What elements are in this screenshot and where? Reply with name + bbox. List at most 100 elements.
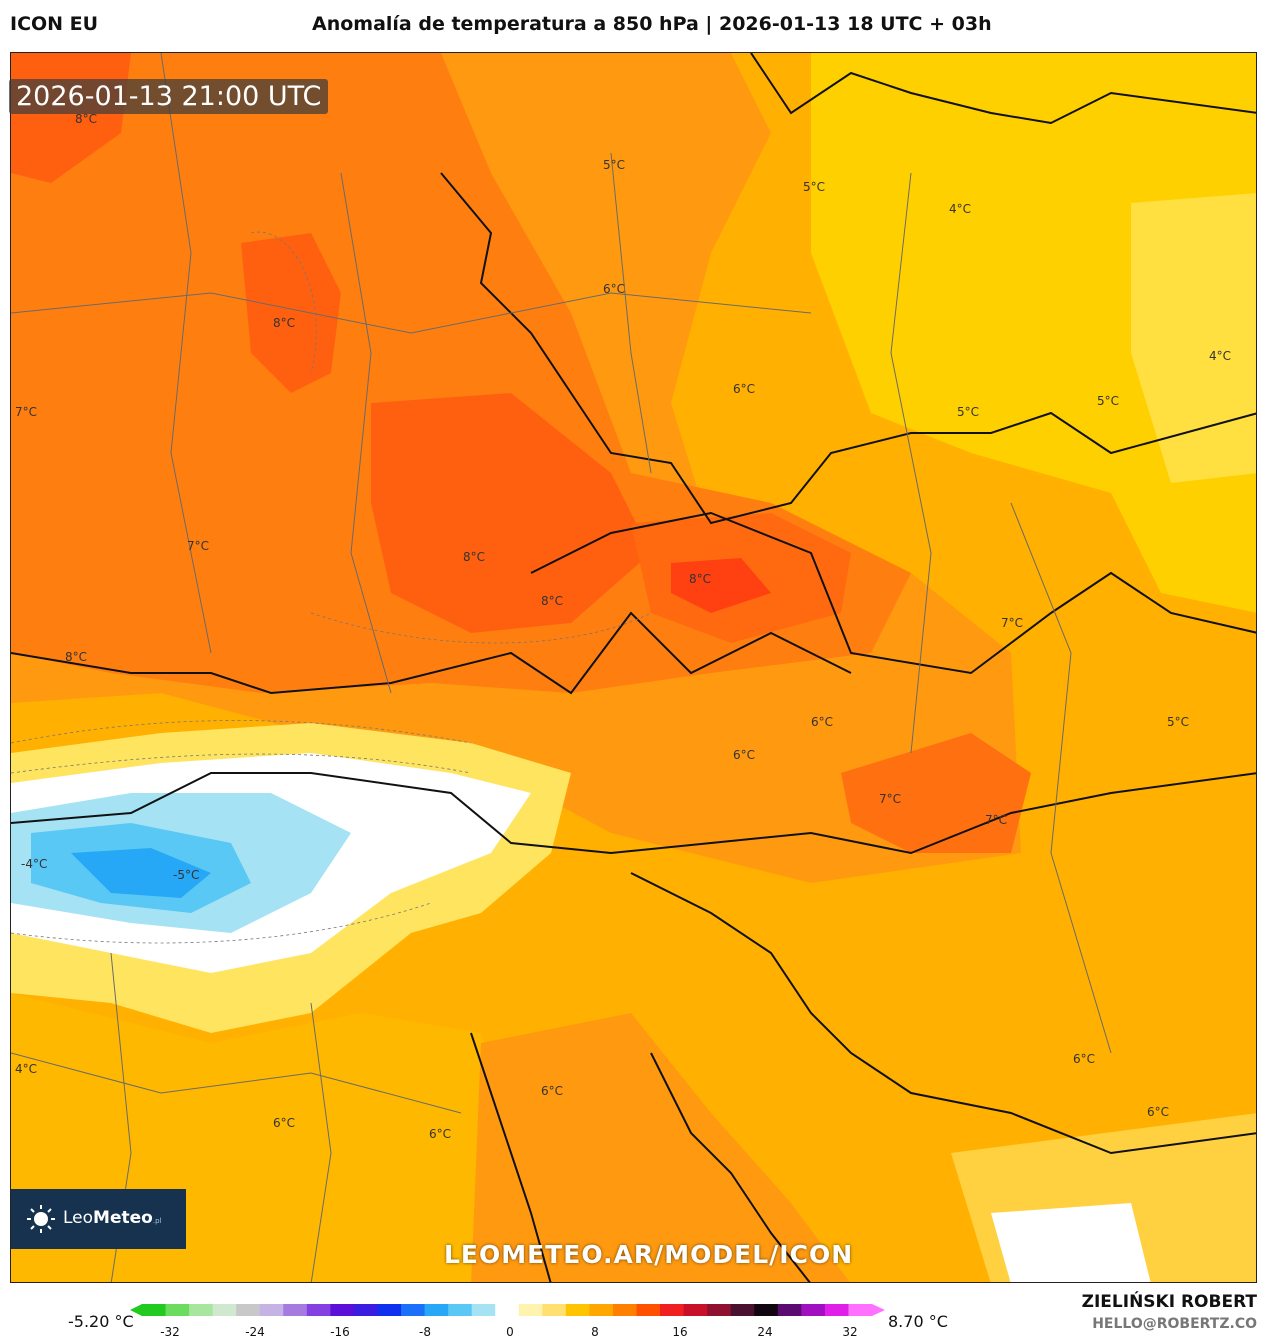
scale-color-cell bbox=[660, 1304, 685, 1316]
country-borders bbox=[11, 53, 1256, 1282]
zone-8c-north bbox=[241, 233, 341, 393]
contour-label: 6°C bbox=[541, 1084, 563, 1098]
contour-label: -4°C bbox=[21, 857, 47, 871]
contour-label: 6°C bbox=[733, 382, 755, 396]
contour-label: 6°C bbox=[1073, 1052, 1095, 1066]
scale-color-cell bbox=[142, 1304, 167, 1316]
scale-color-cell bbox=[636, 1304, 661, 1316]
scale-tick: -32 bbox=[160, 1325, 180, 1339]
logo-name: Leo bbox=[63, 1208, 94, 1228]
contour-label: 7°C bbox=[187, 539, 209, 553]
contour-label: 8°C bbox=[463, 550, 485, 564]
scale-color-cell bbox=[754, 1304, 779, 1316]
contour-label: 6°C bbox=[273, 1116, 295, 1130]
scale-color-cell bbox=[565, 1304, 590, 1316]
scale-max-label: 8.70 °C bbox=[888, 1312, 948, 1331]
contour-label: 6°C bbox=[811, 715, 833, 729]
scale-color-cell bbox=[612, 1304, 638, 1316]
map-title: Anomalía de temperatura a 850 hPa | 2026… bbox=[312, 13, 992, 35]
contour-label: 6°C bbox=[429, 1127, 451, 1141]
contour-lines bbox=[11, 231, 652, 944]
scale-color-cell bbox=[259, 1304, 284, 1316]
scale-color-cell bbox=[401, 1304, 426, 1316]
scale-color-cell bbox=[377, 1304, 402, 1316]
logo-text: LeoMeteo.pl bbox=[63, 1208, 161, 1228]
zone-alps-coldest bbox=[71, 848, 211, 898]
contour-label: -5°C bbox=[173, 868, 199, 882]
scale-color-cell bbox=[495, 1304, 520, 1316]
temperature-anomaly-map: 8°C 5°C 5°C 4°C 6°C 8°C 4°C 7°C 6°C 5°C … bbox=[11, 53, 1256, 1282]
scale-tick: -16 bbox=[330, 1325, 350, 1339]
scale-color-cell bbox=[542, 1304, 567, 1316]
scale-min-label: -5.20 °C bbox=[68, 1312, 134, 1331]
contour-label: 8°C bbox=[65, 650, 87, 664]
author-email[interactable]: HELLO@ROBERTZ.CO bbox=[1092, 1316, 1257, 1332]
scale-color-cell bbox=[471, 1304, 496, 1316]
contour-label: 8°C bbox=[541, 594, 563, 608]
contour-label: 6°C bbox=[733, 748, 755, 762]
contour-label: 5°C bbox=[803, 180, 825, 194]
scale-tick: -8 bbox=[419, 1325, 431, 1339]
scale-color-cell bbox=[777, 1304, 802, 1316]
scale-tick: 0 bbox=[506, 1325, 514, 1339]
scale-color-cell bbox=[424, 1304, 449, 1316]
scale-color-cell bbox=[848, 1304, 873, 1316]
scale-color-cell bbox=[189, 1304, 214, 1316]
scale-color-cell bbox=[330, 1304, 355, 1316]
scale-tick: 16 bbox=[672, 1325, 688, 1339]
scale-tick: 8 bbox=[591, 1325, 599, 1339]
zone-9c-core bbox=[671, 558, 771, 613]
zone-balkans-zero bbox=[991, 1203, 1151, 1282]
scale-color-cell bbox=[236, 1304, 261, 1316]
scale-color-cell bbox=[801, 1304, 826, 1316]
contour-label: 7°C bbox=[985, 813, 1007, 827]
contour-label: 7°C bbox=[1001, 616, 1023, 630]
author-name: ZIELIŃSKI ROBERT bbox=[1081, 1292, 1257, 1312]
map-panel[interactable]: 8°C 5°C 5°C 4°C 6°C 8°C 4°C 7°C 6°C 5°C … bbox=[10, 52, 1257, 1283]
sun-icon bbox=[27, 1205, 55, 1233]
scale-color-cell bbox=[683, 1304, 708, 1316]
zone-4c bbox=[1131, 193, 1256, 483]
logo-suffix: .pl bbox=[152, 1217, 162, 1225]
scale-color-cell bbox=[212, 1304, 237, 1316]
contour-label: 7°C bbox=[879, 792, 901, 806]
contour-label: 5°C bbox=[1167, 715, 1189, 729]
model-name: ICON EU bbox=[10, 13, 99, 35]
scale-color-cell bbox=[353, 1304, 378, 1316]
color-scale-bar bbox=[130, 1304, 885, 1316]
scale-color-cell bbox=[707, 1304, 732, 1316]
logo-name-bold: Meteo bbox=[93, 1208, 153, 1228]
scale-color-cell bbox=[730, 1304, 755, 1316]
scale-arrow-left bbox=[130, 1304, 142, 1316]
scale-color-cell bbox=[283, 1304, 308, 1316]
region-borders bbox=[11, 53, 1112, 1282]
scale-tick: 32 bbox=[842, 1325, 858, 1339]
scale-color-cell bbox=[448, 1304, 473, 1316]
contour-label: 8°C bbox=[273, 316, 295, 330]
contour-label: 5°C bbox=[957, 405, 979, 419]
scale-color-cell bbox=[518, 1304, 543, 1316]
contour-label: 5°C bbox=[1097, 394, 1119, 408]
contour-label: 7°C bbox=[15, 405, 37, 419]
valid-time-badge: 2026-01-13 21:00 UTC bbox=[9, 79, 329, 114]
scale-color-cell bbox=[165, 1304, 190, 1316]
zone-8c-center bbox=[371, 393, 651, 633]
contour-label: 4°C bbox=[1209, 349, 1231, 363]
contour-label: 4°C bbox=[949, 202, 971, 216]
scale-tick: 24 bbox=[757, 1325, 773, 1339]
contour-label: 8°C bbox=[75, 112, 97, 126]
scale-arrow-right bbox=[872, 1304, 885, 1316]
contour-label: 8°C bbox=[689, 572, 711, 586]
contour-label-group: 8°C 5°C 5°C 4°C 6°C 8°C 4°C 7°C 6°C 5°C … bbox=[15, 112, 1231, 1141]
zone-4c-5c bbox=[811, 53, 1256, 613]
scale-tick: -24 bbox=[245, 1325, 265, 1339]
zone-adriatic bbox=[471, 1013, 850, 1282]
leometeo-logo[interactable]: LeoMeteo.pl bbox=[11, 1189, 186, 1249]
scale-color-cell bbox=[306, 1304, 331, 1316]
contour-label: 4°C bbox=[15, 1062, 37, 1076]
contour-label: 5°C bbox=[603, 158, 625, 172]
contour-label: 6°C bbox=[1147, 1105, 1169, 1119]
scale-color-cell bbox=[589, 1304, 614, 1316]
site-watermark: LEOMETEO.AR/MODEL/ICON bbox=[444, 1240, 854, 1269]
contour-label: 6°C bbox=[603, 282, 625, 296]
